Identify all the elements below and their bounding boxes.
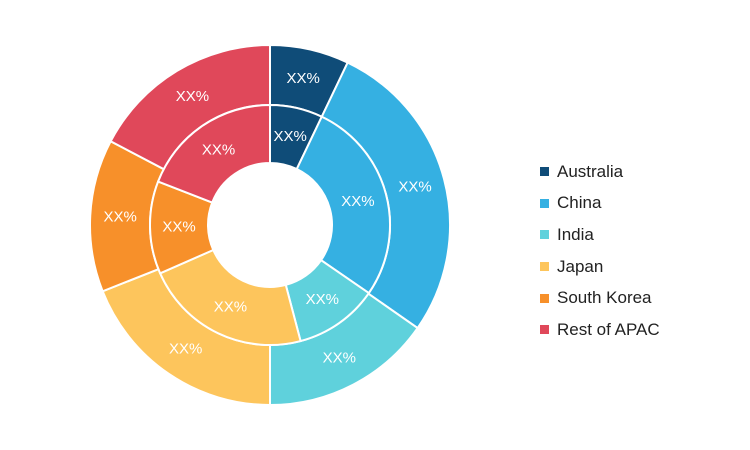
slice-labels: XX% XX% XX% XX% XX% XX% XX% XX% XX% XX% XX% XX% (104, 70, 432, 366)
legend-swatch-south-korea (540, 293, 549, 303)
legend-item-japan: Japan (540, 251, 660, 283)
legend-swatch-rest-of-apac (540, 325, 549, 335)
inner-slice-rest-of-apac (156, 103, 271, 204)
inner-slice-china (295, 115, 391, 295)
legend-label-china: China (557, 193, 602, 213)
outer-label-rest-of-apac: XX% (176, 88, 209, 105)
legend-label-australia: Australia (557, 161, 624, 181)
outer-label-australia: XX% (287, 70, 320, 87)
outer-label-south-korea: XX% (104, 208, 137, 225)
legend-label-japan: Japan (557, 256, 604, 276)
legend-label-south-korea: South Korea (557, 288, 652, 308)
legend-label-rest-of-apac: Rest of APAC (557, 319, 660, 339)
inner-ring (149, 103, 391, 346)
nested-donut-chart: XX% XX% XX% XX% XX% XX% XX% XX% XX% XX% XX% XX% (89, 43, 451, 407)
inner-slice-japan (158, 248, 302, 346)
legend-swatch-japan (540, 262, 549, 272)
inner-label-australia: XX% (273, 128, 306, 145)
legend-swatch-australia (540, 167, 549, 177)
outer-label-china: XX% (398, 178, 431, 195)
legend-item-india: India (540, 219, 660, 251)
legend: Australia China India Japan South Korea Rest … (540, 156, 660, 346)
legend-swatch-china (540, 198, 549, 208)
outer-ring (89, 43, 451, 407)
inner-label-rest-of-apac: XX% (202, 141, 235, 158)
inner-label-japan: XX% (214, 298, 247, 315)
legend-item-rest-of-apac: Rest of APAC (540, 314, 660, 346)
legend-item-australia: Australia (540, 156, 660, 188)
inner-label-china: XX% (341, 193, 374, 210)
inner-label-south-korea: XX% (162, 219, 195, 236)
legend-item-south-korea: South Korea (540, 282, 660, 314)
inner-label-india: XX% (306, 291, 339, 308)
legend-swatch-india (540, 230, 549, 240)
outer-label-japan: XX% (169, 341, 202, 358)
legend-label-india: India (557, 224, 594, 244)
legend-item-china: China (540, 188, 660, 220)
outer-label-india: XX% (323, 350, 356, 367)
